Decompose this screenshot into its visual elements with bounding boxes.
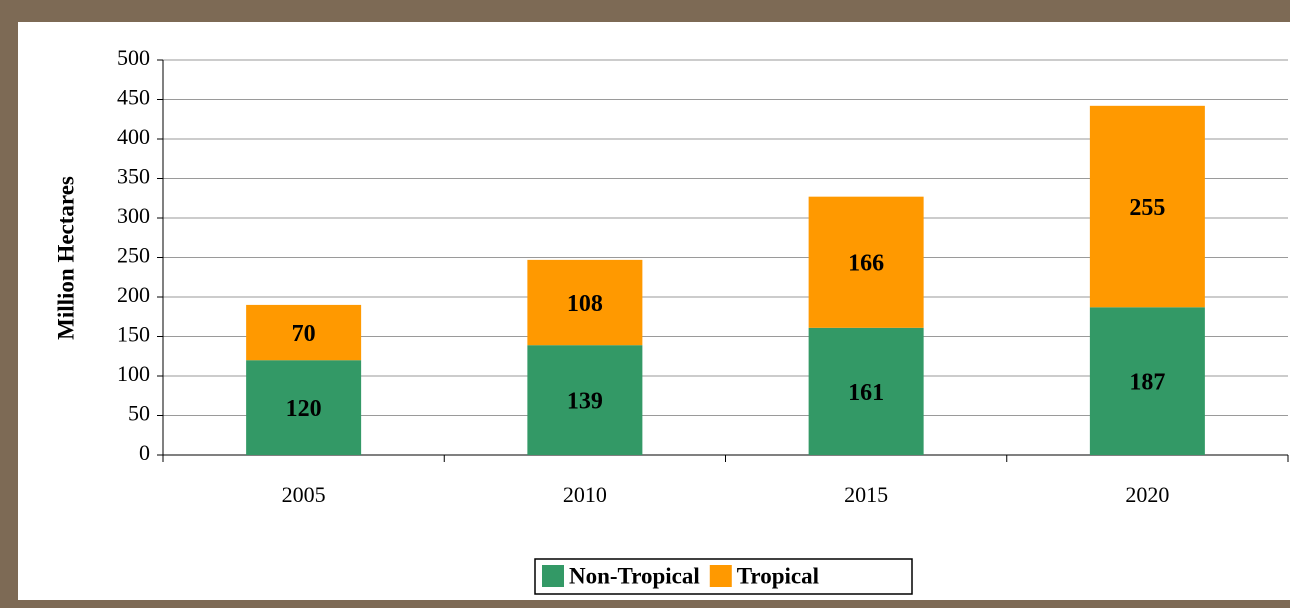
bar-segment	[1089, 307, 1205, 455]
y-tick-label: 50	[128, 401, 150, 426]
y-tick-label: 100	[117, 361, 150, 386]
legend-label: Non-Tropical	[569, 563, 700, 588]
bar-segment	[1089, 105, 1205, 308]
chart-panel	[18, 22, 1290, 600]
bar-segment	[527, 259, 643, 346]
data-label: 120	[286, 396, 322, 422]
data-label: 161	[848, 380, 884, 406]
data-label: 187	[1129, 370, 1165, 396]
data-label: 108	[567, 291, 603, 317]
data-label: 255	[1129, 195, 1165, 221]
bar-segment	[246, 304, 362, 361]
bar-segment	[246, 360, 362, 455]
data-label: 139	[567, 389, 603, 415]
data-label: 166	[848, 251, 884, 277]
x-tick-label: 2020	[1125, 482, 1169, 507]
y-tick-label: 400	[117, 124, 150, 149]
legend-swatch	[542, 565, 564, 587]
x-tick-label: 2015	[844, 482, 888, 507]
legend-label: Tropical	[737, 563, 819, 588]
y-tick-label: 0	[139, 440, 150, 465]
y-tick-label: 250	[117, 243, 150, 268]
x-tick-label: 2005	[282, 482, 326, 507]
x-tick-label: 2010	[563, 482, 607, 507]
data-label: 70	[292, 321, 316, 347]
y-tick-label: 450	[117, 85, 150, 110]
bar-segment	[808, 196, 924, 328]
y-tick-label: 350	[117, 164, 150, 189]
legend-swatch	[709, 565, 732, 587]
y-tick-label: 500	[117, 45, 150, 70]
bar-segment	[527, 345, 643, 455]
y-tick-label: 200	[117, 282, 150, 307]
y-tick-label: 150	[117, 322, 150, 347]
y-axis-label: Million Hectares	[53, 176, 78, 340]
bar-segment	[808, 327, 924, 455]
y-tick-label: 300	[117, 203, 150, 228]
